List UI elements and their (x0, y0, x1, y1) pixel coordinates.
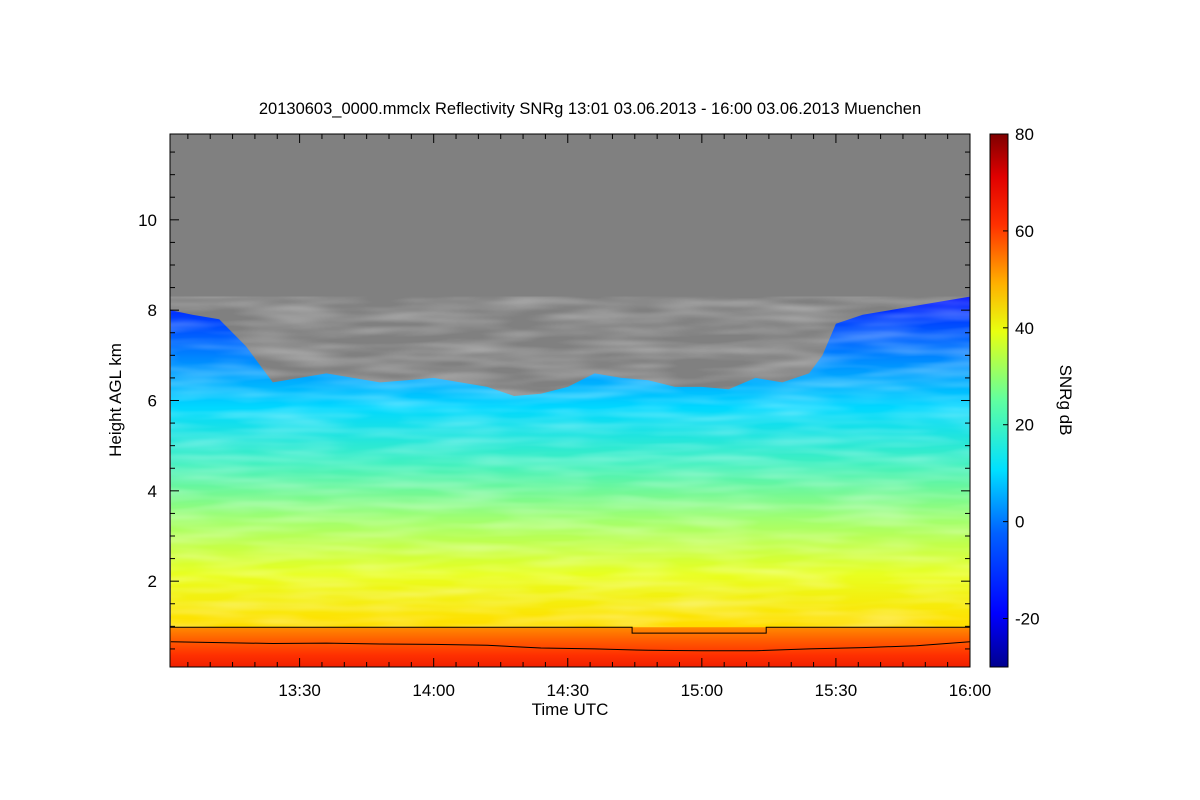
y-tick-label: 6 (148, 392, 157, 411)
near-surface-band (170, 627, 970, 667)
y-tick-label: 4 (148, 482, 157, 501)
x-tick-label: 16:00 (949, 681, 992, 700)
colorbar-ticks: -20 0 20 40 60 80 (1003, 125, 1040, 629)
colorbar (989, 133, 1009, 668)
y-tick-label: 8 (148, 301, 157, 320)
colorbar-tick-label: 20 (1015, 416, 1034, 435)
chart-title: 20130603_0000.mmclx Reflectivity SNRg 13… (259, 100, 921, 118)
overlay-step-line (170, 626, 970, 634)
y-tick-label: 2 (148, 572, 157, 591)
y-axis: 2 4 6 8 10 (138, 151, 970, 650)
colorbar-tick-label: 40 (1015, 319, 1034, 338)
colorbar-tick-label: 80 (1015, 125, 1034, 144)
colorbar-tick-label: 60 (1015, 222, 1034, 241)
x-tick-label: 15:30 (815, 681, 858, 700)
x-tick-label: 14:30 (546, 681, 589, 700)
x-axis: 13:30 14:00 14:30 15:00 15:30 16:00 (187, 134, 992, 700)
x-axis-label: Time UTC (532, 700, 609, 719)
signal-streaks (170, 296, 970, 667)
y-axis-label: Height AGL km (106, 343, 125, 457)
x-tick-label: 15:00 (681, 681, 724, 700)
overlay-height-line (170, 641, 970, 652)
colorbar-label: SNRg dB (1056, 365, 1075, 436)
colorbar-tick-label: 0 (1015, 513, 1024, 532)
colorbar-tick-label: -20 (1015, 610, 1040, 629)
plot-area (170, 134, 970, 667)
y-tick-label: 10 (138, 211, 157, 230)
x-tick-label: 14:00 (412, 681, 455, 700)
x-tick-label: 13:30 (278, 681, 321, 700)
